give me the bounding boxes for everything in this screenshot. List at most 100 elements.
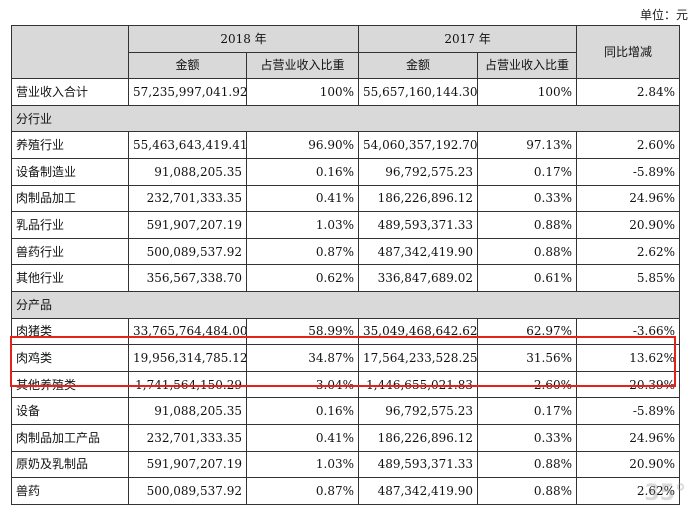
amount-2018: 55,463,643,419.41 xyxy=(128,131,247,159)
amount-2017: 336,847,689.02 xyxy=(358,264,479,292)
watermark-logo: 35° xyxy=(644,481,686,506)
section-product-row: 分产品 xyxy=(10,290,681,319)
total-yoy: 2.84% xyxy=(576,78,681,106)
yoy-change: -3.66% xyxy=(576,317,681,346)
table-row: 乳品行业 591,907,207.19 1.03% 489,593,371.33 0.8… xyxy=(11,211,681,239)
yoy-change: 24.96% xyxy=(576,423,681,452)
row-label: 其他行业 xyxy=(11,264,129,292)
yoy-change: 13.62% xyxy=(576,344,681,372)
ratio-2018: 0.62% xyxy=(245,264,360,292)
total-row: 营业收入合计 57,235,997,041.92 100% 55,657,160… xyxy=(11,78,681,106)
amount-2018: 500,089,537.92 xyxy=(128,237,247,266)
amount-2018: 500,089,537.92 xyxy=(128,477,247,505)
ratio-2017: 0.33% xyxy=(477,184,578,213)
amount-2017: 35,049,468,642.62 xyxy=(358,317,479,346)
yoy-change: 2.60% xyxy=(576,131,681,159)
ratio-2018: 96.90% xyxy=(245,131,360,159)
section-industry-label: 分行业 xyxy=(10,104,681,133)
ratio-2017: 97.13% xyxy=(477,131,578,159)
table-row: 肉猪类 33,765,764,484.00 58.99% 35,049,468,642… xyxy=(11,317,681,346)
amount-2018: 356,567,338.70 xyxy=(128,264,247,292)
section-product-label: 分产品 xyxy=(10,290,681,319)
header-2018: 2018 年 xyxy=(127,25,360,53)
yoy-change: 2.62% xyxy=(576,237,681,266)
yoy-change: 2.62% xyxy=(576,477,681,505)
table-row: 养殖行业 55,463,643,419.41 96.90% 54,060,357,19… xyxy=(11,131,681,159)
ratio-2018: 1.03% xyxy=(245,450,360,479)
amount-2017: 489,593,371.33 xyxy=(358,450,479,479)
amount-2018: 591,907,207.19 xyxy=(128,450,247,479)
ratio-2018: 34.87% xyxy=(245,344,360,372)
amount-2017: 487,342,419.90 xyxy=(358,477,479,505)
total-ratio-2017: 100% xyxy=(477,78,578,106)
ratio-2018: 0.87% xyxy=(245,477,360,505)
amount-2018: 91,088,205.35 xyxy=(128,157,247,186)
ratio-2017: 0.33% xyxy=(477,423,578,452)
table-row: 兽药 500,089,537.92 0.87% 487,342,419.90 0.88%… xyxy=(11,477,681,505)
table-row: 肉制品加工 232,701,333.35 0.41% 186,226,896.12 0.… xyxy=(11,184,681,213)
header-amount-2017: 金额 xyxy=(358,51,479,80)
ratio-2018: 0.16% xyxy=(245,397,360,425)
amount-2018: 33,765,764,484.00 xyxy=(128,317,247,346)
row-label: 肉鸡类 xyxy=(11,344,129,372)
yoy-change: 24.96% xyxy=(576,184,681,213)
revenue-table: 2018 年 2017 年 同比增减 金额 占营业收入比重 金额 占营业收入比重… xyxy=(10,24,681,505)
header-ratio-2017: 占营业收入比重 xyxy=(477,51,578,80)
row-label: 兽药行业 xyxy=(11,237,129,266)
total-label: 营业收入合计 xyxy=(11,78,129,106)
amount-2017: 54,060,357,192.70 xyxy=(358,131,479,159)
ratio-2018: 3.04% xyxy=(245,370,360,399)
amount-2017: 487,342,419.90 xyxy=(358,237,479,266)
unit-label: 单位：元 xyxy=(639,8,688,22)
header-row-metrics: 金额 占营业收入比重 金额 占营业收入比重 xyxy=(12,51,680,80)
ratio-2017: 31.56% xyxy=(477,344,578,372)
yoy-change: 20.90% xyxy=(576,211,681,239)
total-ratio-2018: 100% xyxy=(245,78,360,106)
ratio-2018: 0.41% xyxy=(245,423,360,452)
header-amount-2018: 金额 xyxy=(128,51,247,80)
amount-2018: 91,088,205.35 xyxy=(128,397,247,425)
amount-2018: 1,741,564,150.29 xyxy=(128,370,247,399)
total-amount-2018: 57,235,997,041.92 xyxy=(128,78,247,106)
table-row: 设备 91,088,205.35 0.16% 96,792,575.23 0.17% -5… xyxy=(11,397,681,425)
amount-2018: 591,907,207.19 xyxy=(128,211,247,239)
table-row: 兽药行业 500,089,537.92 0.87% 487,342,419.90 0.8… xyxy=(11,237,681,266)
ratio-2018: 0.87% xyxy=(245,237,360,266)
ratio-2017: 0.88% xyxy=(477,237,578,266)
row-label: 原奶及乳制品 xyxy=(11,450,129,479)
ratio-2017: 0.88% xyxy=(477,477,578,505)
row-label: 肉制品加工 xyxy=(11,184,129,213)
total-amount-2017: 55,657,160,144.30 xyxy=(358,78,479,106)
table-row: 设备制造业 91,088,205.35 0.16% 96,792,575.23 0.17… xyxy=(11,157,681,186)
table-row: 其他行业 356,567,338.70 0.62% 336,847,689.02 0.6… xyxy=(11,264,681,292)
header-2017: 2017 年 xyxy=(358,25,578,53)
table-row: 肉鸡类 19,956,314,785.12 34.87% 17,564,233,528… xyxy=(11,344,681,372)
row-label: 其他养殖类 xyxy=(11,370,129,399)
yoy-change: -5.89% xyxy=(576,397,681,425)
yoy-change: 20.90% xyxy=(576,450,681,479)
row-label: 设备制造业 xyxy=(11,157,129,186)
header-yoy: 同比增减 xyxy=(576,24,681,80)
ratio-2017: 62.97% xyxy=(477,317,578,346)
amount-2017: 186,226,896.12 xyxy=(358,423,479,452)
ratio-2017: 0.61% xyxy=(477,264,578,292)
amount-2017: 96,792,575.23 xyxy=(358,397,479,425)
ratio-2018: 0.41% xyxy=(245,184,360,213)
amount-2018: 232,701,333.35 xyxy=(128,184,247,213)
ratio-2017: 0.17% xyxy=(477,157,578,186)
amount-2017: 489,593,371.33 xyxy=(358,211,479,239)
row-label: 肉制品加工产品 xyxy=(11,423,129,452)
row-label: 兽药 xyxy=(11,477,129,505)
row-label: 肉猪类 xyxy=(11,317,129,346)
header-row-years: 2018 年 2017 年 同比增减 xyxy=(11,24,681,80)
amount-2017: 96,792,575.23 xyxy=(358,157,479,186)
table-row: 肉制品加工产品 232,701,333.35 0.41% 186,226,896.12… xyxy=(11,423,681,452)
ratio-2017: 2.60% xyxy=(477,370,578,399)
amount-2017: 186,226,896.12 xyxy=(358,184,479,213)
yoy-change: 5.85% xyxy=(576,264,681,292)
ratio-2018: 1.03% xyxy=(245,211,360,239)
header-blank-cell xyxy=(11,24,129,80)
amount-2017: 1,446,655,021.83 xyxy=(358,370,479,399)
table-row: 其他养殖类 1,741,564,150.29 3.04% 1,446,655,021.… xyxy=(11,370,681,399)
ratio-2017: 0.88% xyxy=(477,211,578,239)
